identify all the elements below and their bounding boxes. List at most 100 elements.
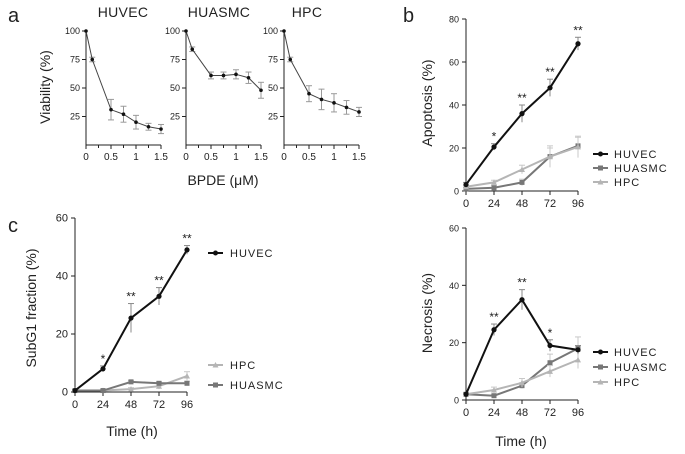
panel-a-hpc-point	[307, 91, 311, 96]
panel-a-huvec-point	[109, 107, 113, 112]
panel-a-hpc-ytick-label: 100	[263, 26, 278, 36]
panel-b-top-xtick-label: 0	[463, 198, 469, 210]
legend-b-bottom-hpc: HPC	[614, 377, 640, 389]
panel-b-top-point-huvec	[519, 111, 525, 117]
panel-c-point-huasmc	[100, 388, 106, 394]
panel-b-top-point-hpc	[575, 143, 581, 150]
panel-a-huvec-ytick-label: 25	[70, 112, 80, 122]
panel-a-huvec-ytick-label: 75	[70, 55, 80, 65]
panel-c-significance: **	[126, 290, 136, 304]
panel-b-top-xtick-label: 72	[544, 198, 556, 210]
legend-c-marker-huvec	[213, 250, 218, 256]
panel-b-bottom-significance: **	[517, 276, 527, 290]
panel-a-huasmc-point	[209, 73, 213, 78]
panel-c-point-hpc	[128, 386, 134, 392]
panel-c-xtick-label: 48	[125, 399, 137, 411]
panel-a-hpc-point	[357, 110, 361, 114]
panel-b-top-ylabel: Apoptosis (%)	[419, 59, 435, 146]
panel-b-bottom-point-huvec	[547, 342, 553, 349]
panel-c-xlabel: Time (h)	[106, 423, 158, 439]
panel-a-huasmc-ytick-label: 100	[165, 26, 180, 36]
legend-b-bottom-huvec: HUVEC	[614, 347, 658, 359]
legend-b-top-marker-huvec	[598, 151, 603, 157]
panel-c-ytick-label: 60	[56, 213, 68, 225]
panel-a-ylabel: Viability (%)	[37, 50, 53, 124]
panel-b-top-ytick-label: 20	[449, 144, 459, 154]
panel-a-huasmc-xtick-label: 0	[183, 152, 189, 163]
panel-c-point-huvec	[72, 387, 78, 394]
panel-letter-c: c	[8, 215, 18, 237]
panel-b-bottom-point-huvec	[519, 297, 525, 303]
panel-a-huasmc-ytick-label: 75	[170, 55, 180, 65]
panel-b-bottom-point-hpc	[491, 386, 497, 393]
panel-b-bottom-point-hpc	[575, 356, 581, 363]
panel-b-bottom-point-hpc	[519, 379, 525, 386]
legend-b-bottom: HUVEC HUASMC HPC	[593, 347, 668, 389]
legend-b-top-marker-huasmc	[598, 165, 603, 171]
panel-b-top-significance: **	[573, 23, 583, 37]
panel-c-point-huvec	[100, 366, 106, 372]
panel-a-huasmc-point	[190, 47, 195, 52]
panel-b-top-point-huvec	[463, 181, 469, 188]
panel-c-ylabel: SubG1 fraction (%)	[23, 248, 39, 367]
panel-b-bottom-point-huvec	[575, 347, 581, 353]
panel-b-bottom-xtick-label: 0	[463, 407, 469, 419]
panel-b-bottom-significance: *	[548, 326, 553, 340]
panel-b-top-xtick-label: 24	[488, 198, 500, 210]
panel-b-bottom-ytick-label: 40	[449, 281, 459, 291]
panel-a-hpc-ytick-label: 50	[268, 83, 278, 93]
panel-a-hpc-point	[344, 105, 349, 110]
panel-b-top-significance: **	[517, 91, 527, 105]
panel-a-huvec-xtick-label: 1.5	[154, 152, 168, 163]
panel-c-point-huasmc	[128, 379, 134, 385]
legend-c-marker-huasmc	[213, 382, 218, 388]
panel-letter-a: a	[8, 5, 20, 27]
panel-b-bottom-point-huvec	[463, 391, 469, 397]
panel-b-top-significance: *	[492, 130, 497, 144]
legend-c-hpc: HPC	[230, 360, 256, 372]
legend-b-top-huasmc: HUASMC	[614, 163, 668, 175]
panel-c-significance: *	[101, 352, 106, 366]
panel-c-point-hpc	[184, 373, 190, 379]
panel-b-bottom-point-huasmc	[491, 393, 497, 399]
legend-b-bottom-marker-huvec	[598, 349, 603, 355]
panel-a-huvec-point	[159, 127, 163, 131]
panel-b-bottom-point-huasmc	[547, 360, 553, 366]
panel-c-xtick-label: 96	[181, 399, 193, 411]
legend-b-bottom-huasmc: HUASMC	[614, 362, 668, 374]
panel-b-bottom-ytick-label: 0	[454, 396, 459, 406]
panel-b-top-point-huvec	[575, 41, 581, 47]
panel-a-huasmc-xtick-label: 1.5	[254, 152, 268, 163]
panel-a-huvec-xtick-label: 1	[133, 152, 139, 163]
panel-b-top-ytick-label: 60	[449, 58, 459, 68]
panel-c-point-huvec	[156, 293, 162, 299]
legend-c-huvec: HUVEC	[230, 248, 274, 260]
panel-b-top-xtick-label: 96	[572, 198, 584, 210]
panel-a-hpc-xtick-label: 0	[281, 152, 287, 163]
panel-a-xlabel: BPDE (μM)	[187, 172, 258, 188]
legend-b-top-marker-hpc	[597, 179, 604, 185]
panel-b-bottom-xtick-label: 96	[572, 407, 584, 419]
panel-a-hpc-xtick-label: 1	[331, 152, 337, 163]
panel-a-huvec-ytick-label: 100	[65, 26, 80, 36]
panel-c-ytick-label: 40	[56, 271, 68, 283]
panel-a-huvec-point	[146, 124, 151, 129]
panel-c-ytick-label: 0	[62, 387, 68, 399]
panel-b-bottom-significance: **	[489, 310, 499, 324]
panel-a-hpc-xtick-label: 0.5	[302, 152, 316, 163]
panel-c-point-huasmc	[156, 380, 162, 386]
panel-c-point-huasmc	[184, 380, 190, 386]
panel-a-huasmc-point	[234, 72, 238, 77]
panel-b-top-significance: **	[545, 65, 555, 79]
panel-c-point-hpc	[156, 383, 162, 389]
legend-b-top-huvec: HUVEC	[614, 149, 658, 161]
panel-b-top-ytick-label: 40	[449, 101, 459, 111]
panel-a-huvec-xtick-label: 0.5	[104, 152, 118, 163]
panel-b-bottom-line-hpc	[465, 358, 579, 396]
panel-a-hpc-xtick-label: 1.5	[352, 152, 366, 163]
panel-a-title-huvec: HUVEC	[98, 4, 149, 20]
panel-b-top-ytick-label: 80	[449, 15, 459, 25]
panel-a-hpc-ytick-label: 75	[268, 55, 278, 65]
panel-c-xtick-label: 72	[153, 399, 165, 411]
